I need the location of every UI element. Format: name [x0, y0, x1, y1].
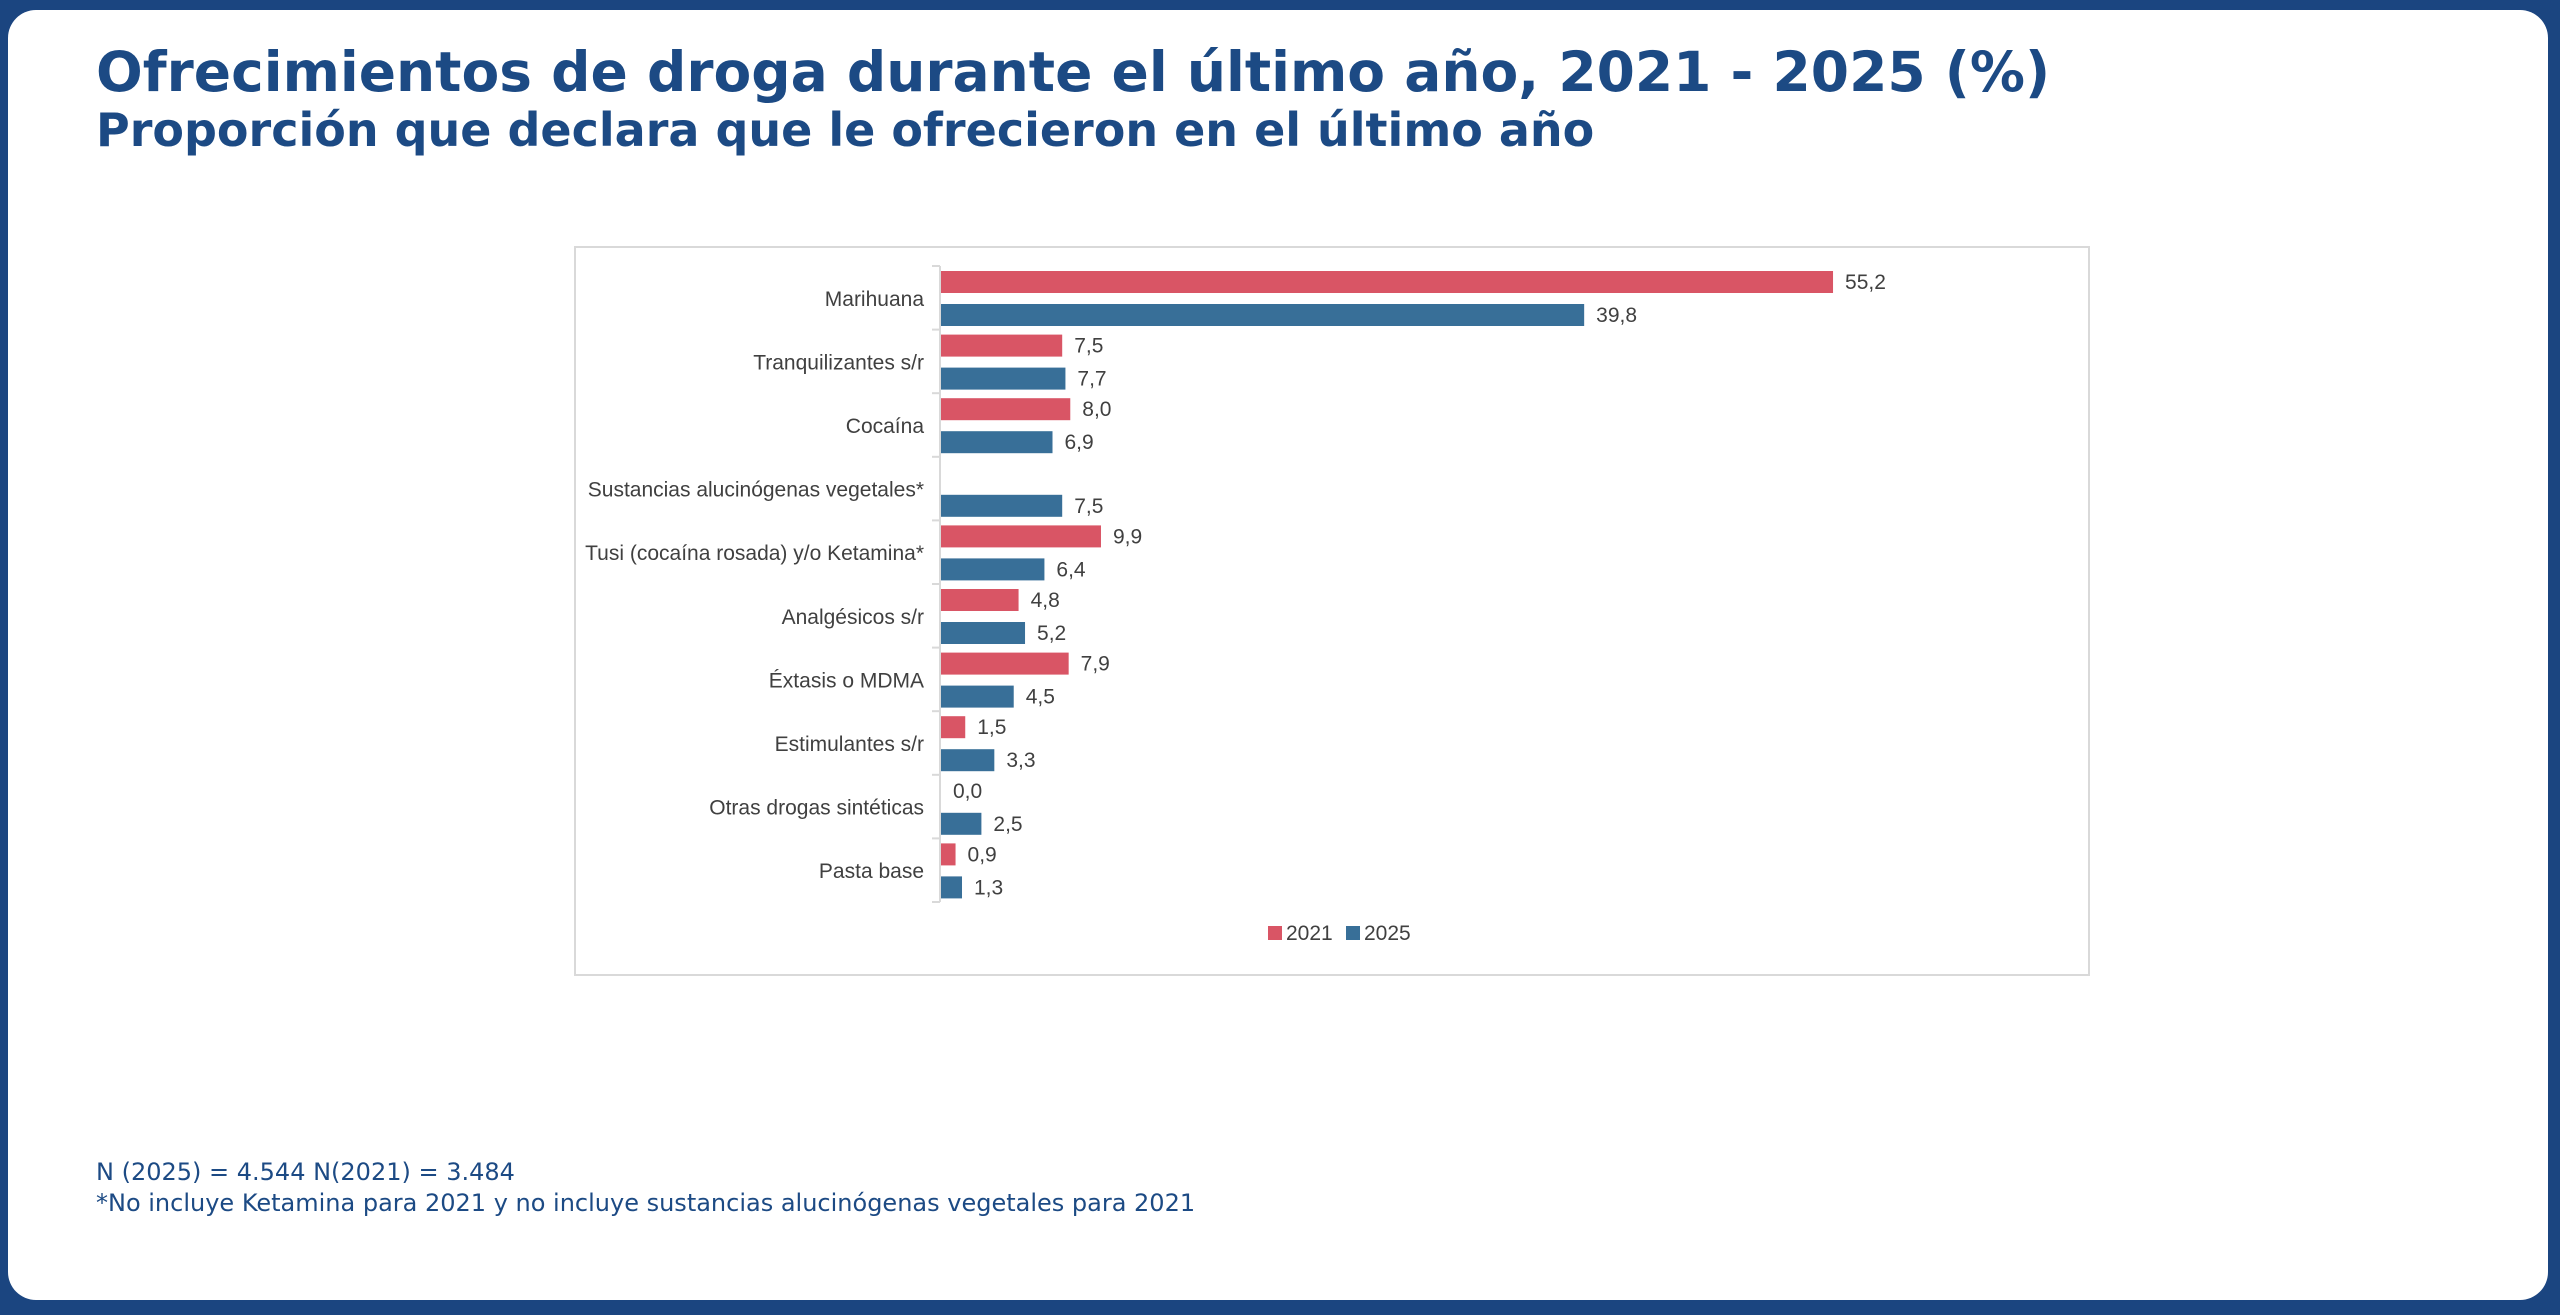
data-label-2025: 7,5 — [1074, 495, 1103, 518]
category-label: Pasta base — [819, 860, 924, 883]
category-label: Éxtasis o MDMA — [769, 669, 924, 692]
category-label: Analgésicos s/r — [782, 606, 924, 629]
data-label-2025: 6,9 — [1065, 431, 1094, 454]
data-label-2021: 55,2 — [1845, 271, 1886, 294]
page-subtitle: Proporción que declara que le ofrecieron… — [96, 103, 1595, 157]
category-label: Sustancias alucinógenas vegetales* — [588, 479, 924, 502]
bar-2025 — [941, 749, 995, 772]
bar-2025 — [941, 622, 1026, 644]
category-label: Otras drogas sintéticas — [709, 797, 924, 820]
data-label-2021: 9,9 — [1113, 525, 1142, 548]
bar-2025 — [941, 876, 963, 899]
page-title: Ofrecimientos de droga durante el último… — [96, 40, 2051, 104]
bar-2021 — [941, 334, 1063, 357]
data-label-2021: 7,9 — [1081, 653, 1110, 676]
data-label-2025: 4,5 — [1026, 686, 1055, 709]
data-label-2025: 6,4 — [1056, 558, 1086, 581]
bar-2021 — [941, 843, 956, 866]
sample-size-note: N (2025) = 4.544 N(2021) = 3.484 — [96, 1158, 515, 1186]
category-label: Tranquilizantes s/r — [753, 351, 924, 374]
data-label-2025: 1,3 — [974, 876, 1003, 899]
data-label-2025: 2,5 — [993, 813, 1022, 836]
data-label-2021: 1,5 — [977, 716, 1006, 739]
bar-2025 — [941, 558, 1045, 581]
bar-2021 — [941, 589, 1019, 611]
legend-swatch-2021 — [1268, 926, 1282, 940]
bar-2025 — [941, 494, 1063, 517]
bar-2025 — [941, 304, 1585, 326]
data-label-2021: 0,9 — [968, 843, 997, 866]
category-label: Marihuana — [825, 288, 925, 311]
data-label-2021: 0,0 — [953, 780, 982, 803]
data-label-2025: 5,2 — [1037, 622, 1066, 645]
bar-2021 — [941, 398, 1071, 421]
category-label: Cocaína — [846, 415, 925, 438]
bar-chart: Marihuana Tranquilizantes s/r Cocaína Susta… — [585, 265, 1886, 945]
footnote-asterisk: *No incluye Ketamina para 2021 y no incl… — [96, 1189, 1196, 1217]
data-label-2021: 4,8 — [1031, 589, 1060, 612]
bar-2021 — [941, 271, 1834, 293]
data-label-2025: 7,7 — [1077, 368, 1106, 391]
chart-frame: Marihuana Tranquilizantes s/r Cocaína Susta… — [574, 246, 2090, 976]
legend-label-2025: 2025 — [1364, 922, 1411, 945]
bar-2025 — [941, 431, 1053, 454]
category-label: Estimulantes s/r — [775, 733, 924, 756]
bar-2021 — [941, 525, 1101, 548]
bar-2021 — [941, 716, 966, 739]
legend-swatch-2025 — [1346, 926, 1360, 940]
data-label-2025: 3,3 — [1006, 749, 1035, 772]
bar-2025 — [941, 367, 1066, 390]
legend-label-2021: 2021 — [1286, 922, 1333, 945]
data-label-2021: 8,0 — [1082, 398, 1111, 421]
category-label: Tusi (cocaína rosada) y/o Ketamina* — [585, 542, 924, 565]
data-label-2025: 39,8 — [1596, 304, 1637, 327]
bar-2021 — [941, 652, 1069, 675]
data-label-2021: 7,5 — [1074, 335, 1103, 358]
bar-2025 — [941, 685, 1014, 708]
bar-2025 — [941, 812, 982, 835]
